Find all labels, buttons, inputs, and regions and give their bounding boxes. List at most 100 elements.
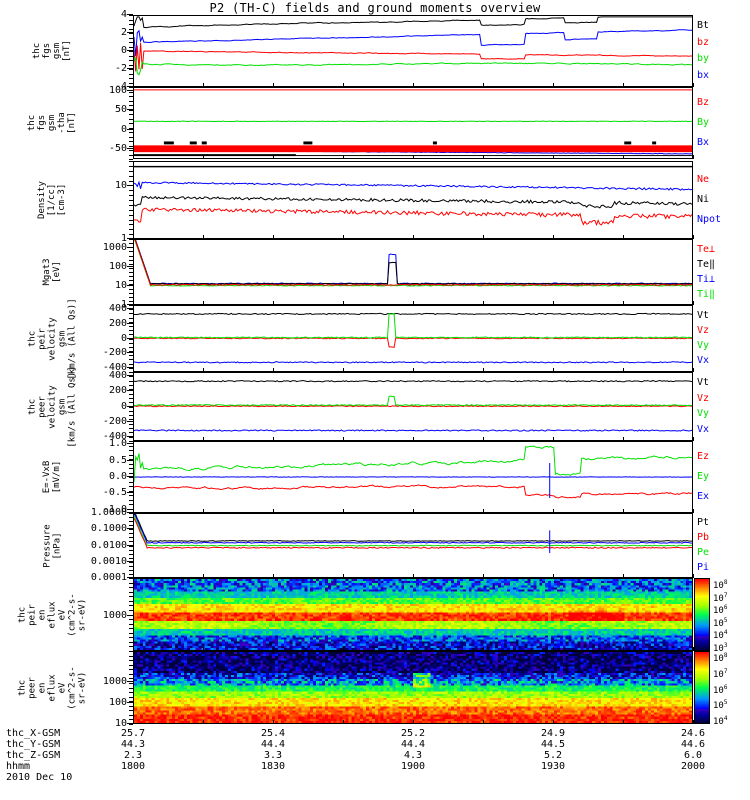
xaxis-tick-value: 44.3 — [120, 739, 146, 750]
y-minor-tick — [129, 432, 133, 434]
xaxis-tick-value: 3.3 — [263, 750, 283, 761]
x-tick-mark — [693, 647, 694, 651]
y-tick-label: -4 — [114, 81, 127, 92]
y-minor-tick — [129, 109, 133, 111]
x-tick-mark — [623, 437, 624, 441]
y-minor-tick — [129, 692, 133, 694]
x-tick-mark — [553, 437, 554, 441]
x-tick-mark — [273, 720, 274, 724]
y-minor-tick — [129, 504, 133, 505]
x-tick-mark — [273, 437, 274, 441]
xaxis-tick-value: 1900 — [400, 761, 426, 772]
y-minor-tick — [129, 521, 133, 523]
legend-item-Bz: Bz — [697, 97, 710, 108]
y-minor-tick — [129, 651, 133, 652]
x-tick-mark — [203, 235, 204, 239]
y-minor-tick — [129, 159, 133, 160]
y-minor-tick — [129, 436, 133, 438]
y-minor-tick — [129, 419, 133, 421]
y-minor-tick — [129, 165, 133, 167]
y-tick-mark — [127, 266, 133, 268]
xaxis-tick-value: 25.4 — [260, 728, 286, 739]
y-tick-mark — [127, 367, 133, 369]
x-tick-mark — [483, 720, 484, 724]
colorbar-tick-label: 103 — [713, 642, 728, 654]
y-minor-tick — [129, 330, 133, 332]
x-tick-mark — [623, 235, 624, 239]
y-minor-tick — [129, 141, 133, 142]
x-tick-mark — [623, 647, 624, 651]
y-minor-tick — [129, 380, 133, 382]
y-minor-tick — [129, 397, 133, 399]
y-minor-tick — [129, 410, 133, 412]
y-minor-tick — [129, 73, 133, 75]
x-tick-mark — [483, 647, 484, 651]
y-minor-tick — [129, 305, 133, 306]
y-minor-tick — [129, 15, 133, 16]
x-tick-mark — [553, 509, 554, 513]
y-minor-tick — [129, 719, 133, 721]
y-tick-label: 0.5 — [108, 454, 127, 466]
y-tick-label: -0.5 — [102, 487, 127, 499]
y-minor-tick — [129, 69, 133, 70]
x-tick-mark — [203, 368, 204, 372]
y-axis-label-line: thc — [27, 398, 37, 415]
y-minor-tick — [129, 363, 133, 365]
y-tick-label: 1.0 — [108, 438, 127, 450]
xaxis-tick-value: 44.5 — [540, 739, 566, 750]
y-minor-tick — [129, 428, 133, 430]
panel-peer-en-eflux — [133, 651, 693, 724]
y-minor-tick — [129, 355, 133, 357]
y-minor-tick — [129, 673, 133, 675]
y-minor-tick — [129, 499, 133, 501]
y-minor-tick — [129, 214, 133, 216]
legend-item-bx: bx — [697, 69, 710, 81]
y-minor-tick — [129, 660, 133, 662]
legend-item-Vz: Vz — [697, 392, 710, 404]
legend-item-Vy: Vy — [697, 408, 710, 420]
xaxis-tick-value: 4.3 — [403, 750, 423, 761]
y-minor-tick — [129, 669, 133, 671]
xaxis-tick-value: 1800 — [120, 761, 146, 772]
x-tick-mark — [553, 574, 554, 578]
y-minor-tick — [129, 533, 133, 535]
y-minor-tick — [129, 578, 133, 579]
y-tick-mark — [127, 560, 133, 562]
x-tick-mark — [483, 235, 484, 239]
y-minor-tick — [129, 247, 133, 249]
y-minor-tick — [129, 423, 133, 425]
xaxis-row-label-thcXGSM: thc_X-GSM — [6, 728, 61, 739]
x-tick-mark — [413, 155, 414, 159]
y-minor-tick — [129, 234, 133, 236]
x-tick-mark — [693, 301, 694, 305]
y-minor-tick — [129, 280, 133, 282]
y-tick-mark — [127, 420, 133, 422]
y-minor-tick — [129, 24, 133, 25]
y-tick-mark — [127, 89, 133, 91]
x-tick-mark — [273, 574, 274, 578]
y-minor-tick — [129, 64, 133, 66]
xaxis-tick-column: 24.9 44.5 5.2 1930 — [525, 728, 581, 772]
y-tick-mark — [127, 148, 133, 150]
y-minor-tick — [129, 136, 133, 138]
y-minor-tick — [129, 19, 133, 21]
y-minor-tick — [129, 96, 133, 97]
y-minor-tick — [129, 114, 133, 115]
y-tick-mark — [127, 352, 133, 354]
y-minor-tick — [129, 209, 133, 211]
y-tick-label: 0.0010 — [90, 555, 127, 567]
y-tick-label: 10 — [114, 718, 127, 729]
y-minor-tick — [129, 609, 133, 611]
y-minor-tick — [129, 682, 133, 684]
y-minor-tick — [129, 619, 133, 621]
legend-item-Ez: Ez — [697, 451, 710, 462]
x-tick-mark — [693, 437, 694, 441]
y-minor-tick — [129, 406, 133, 408]
x-tick-mark — [203, 83, 204, 87]
y-minor-tick — [129, 600, 133, 602]
xaxis-tick-value: 2.3 — [123, 750, 143, 761]
x-tick-mark — [273, 301, 274, 305]
y-tick-label: 0 — [120, 123, 127, 135]
y-tick-label: 100 — [108, 697, 127, 708]
x-tick-mark — [553, 235, 554, 239]
